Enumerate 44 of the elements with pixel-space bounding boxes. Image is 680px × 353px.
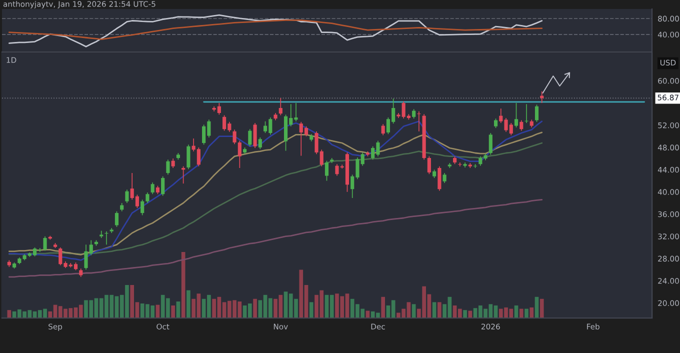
candlestick [520,120,524,132]
candlestick [494,118,498,128]
candlestick [248,128,252,147]
bar [309,302,314,318]
candlestick [166,159,170,176]
bar [186,290,190,318]
candlestick [161,176,165,196]
candlestick [524,104,528,124]
bar [381,296,386,318]
candlestick [238,140,242,168]
candlestick [324,160,329,182]
candlestick [258,137,262,150]
candlestick [253,122,257,148]
line-series [8,14,543,48]
bar [530,307,534,318]
bar [524,308,528,318]
candlestick [43,236,47,252]
candlestick [442,172,446,184]
candlestick [171,158,175,168]
bar [519,308,524,318]
candlestick [534,104,539,122]
candlestick [125,189,129,204]
candlestick [232,129,236,145]
bar [438,302,442,318]
candlestick [514,102,518,128]
candlestick [278,98,282,116]
bar [468,310,472,318]
candlestick [146,192,150,204]
bar [253,298,257,318]
bar [463,310,467,318]
candlestick [488,132,492,156]
candlestick [150,182,154,195]
candlestick [427,156,431,175]
candlestick [140,199,144,216]
bar [171,305,175,318]
line-series [8,198,543,278]
bar [540,298,544,318]
candlestick [104,230,108,246]
line-series [8,19,543,40]
candlestick [381,124,385,136]
candlestick [186,144,190,170]
candlestick [114,210,119,228]
candlestick [438,166,442,192]
candlestick [412,108,416,119]
